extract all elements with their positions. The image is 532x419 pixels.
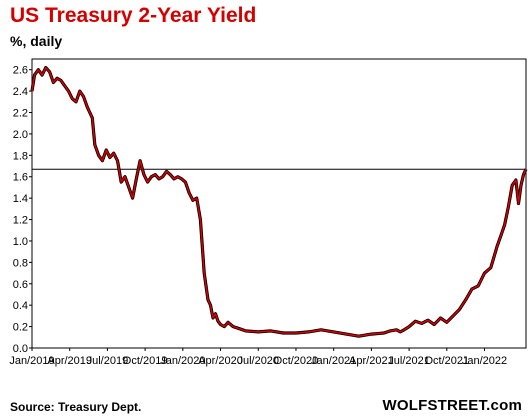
y-tick-label: 0.0 bbox=[13, 343, 28, 355]
y-tick-label: 1.8 bbox=[13, 150, 28, 162]
x-tick-label: Jan/2022 bbox=[462, 355, 507, 367]
y-tick-label: 2.4 bbox=[13, 86, 28, 98]
chart-title: US Treasury 2-Year Yield bbox=[10, 4, 257, 27]
x-tick-label: Jan/2021 bbox=[311, 355, 356, 367]
x-tick-label: Apr/2020 bbox=[198, 355, 243, 367]
x-tick-label: Jul/2019 bbox=[87, 355, 129, 367]
y-tick-label: 1.6 bbox=[13, 172, 28, 184]
y-tick-label: 1.2 bbox=[13, 215, 28, 227]
x-tick-label: Jul/2020 bbox=[237, 355, 279, 367]
y-tick-label: 0.6 bbox=[13, 279, 28, 291]
x-tick-label: Apr/2021 bbox=[349, 355, 394, 367]
series-line-outline bbox=[30, 65, 528, 338]
source-note: Source: Treasury Dept. bbox=[10, 400, 142, 414]
y-tick-label: 0.8 bbox=[13, 257, 28, 269]
x-tick-label: Oct/2019 bbox=[123, 355, 168, 367]
y-tick-label: 1.4 bbox=[13, 193, 28, 205]
y-tick-label: 0.4 bbox=[13, 300, 28, 312]
x-tick-label: Apr/2019 bbox=[47, 355, 92, 367]
y-tick-label: 2.6 bbox=[13, 65, 28, 77]
brand-label: WOLFSTREET.com bbox=[382, 397, 522, 414]
series-line bbox=[31, 66, 527, 338]
x-tick-label: Oct/2020 bbox=[274, 355, 319, 367]
y-tick-label: 2.2 bbox=[13, 108, 28, 120]
x-tick-label: Jan/2019 bbox=[9, 355, 54, 367]
y-tick-label: 0.2 bbox=[13, 322, 28, 334]
x-tick-label: Jul/2021 bbox=[388, 355, 430, 367]
plot-frame bbox=[31, 58, 527, 349]
x-tick-label: Oct/2021 bbox=[424, 355, 469, 367]
y-tick-label: 2.0 bbox=[13, 129, 28, 141]
y-tick-label: 1.0 bbox=[13, 236, 28, 248]
x-tick-label: Jan/2020 bbox=[160, 355, 205, 367]
chart-subtitle: %, daily bbox=[10, 33, 63, 49]
